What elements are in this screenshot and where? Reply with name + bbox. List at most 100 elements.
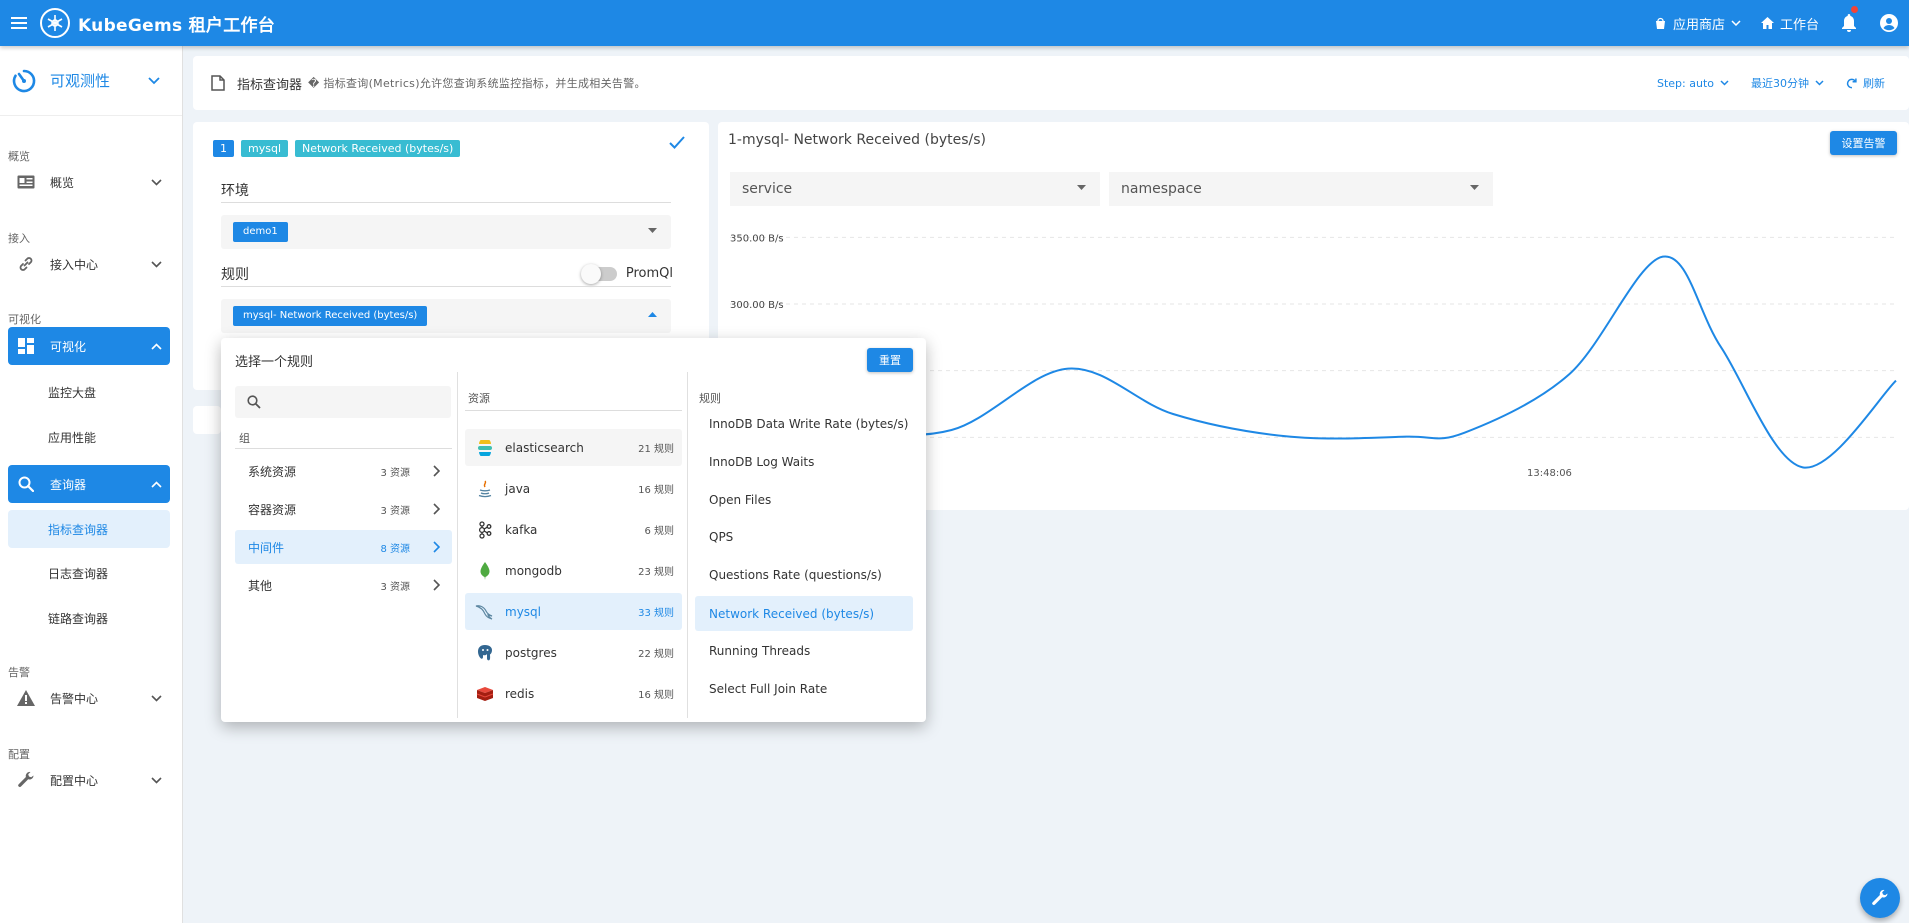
sidebar-item-query[interactable]: 查询器 [8,465,170,503]
group-item-system[interactable]: 系统资源 3 资源 [235,454,452,488]
rule-item[interactable]: InnoDB Data Write Rate (bytes/s) [709,416,909,431]
rule-item-selected[interactable]: Network Received (bytes/s) [695,596,913,631]
refresh-button[interactable]: 刷新 [1846,75,1885,91]
resource-count: 33 规则 [638,608,674,619]
rule-item[interactable]: Questions Rate (questions/s) [709,567,882,582]
sidebar-item-metrics-query[interactable]: 指标查询器 [8,510,170,548]
env-divider [221,202,671,203]
group-item-middleware[interactable]: 中间件 8 资源 [235,530,452,564]
resource-item-elasticsearch[interactable]: elasticsearch 21 规则 [465,429,682,466]
group-column-label: 组 [239,432,250,445]
kubegems-logo-icon[interactable] [40,8,70,38]
group-item-container[interactable]: 容器资源 3 资源 [235,492,452,526]
rule-item[interactable]: Open Files [709,492,772,507]
sidebar-item-label: 接入中心 [50,257,99,272]
series-line [729,255,1897,469]
elasticsearch-icon [475,438,495,458]
service-filter-select[interactable]: service [730,172,1100,206]
app-store-menu[interactable]: 应用商店 [1644,14,1751,33]
rule-select[interactable]: mysql- Network Received (bytes/s) [221,299,671,333]
y-tick-label: 350.00 B/s [730,233,784,244]
resource-count: 6 规则 [644,526,674,537]
set-alert-button[interactable]: 设置告警 [1830,131,1897,155]
notifications-button[interactable] [1829,0,1869,46]
time-range-selector[interactable]: 最近30分钟 [1751,75,1824,91]
sidebar-item-label: 告警中心 [50,691,99,706]
resource-item-postgres[interactable]: postgres 22 规则 [465,634,682,671]
resource-name: mongodb [505,563,562,578]
check-icon[interactable] [669,136,685,149]
home-icon [1760,17,1774,29]
env-select[interactable]: demo1 [221,215,671,249]
namespace-filter-label: namespace [1121,181,1202,197]
env-chip: demo1 [233,222,288,242]
sidebar-item-trace-query[interactable]: 链路查询器 [48,611,109,626]
section-access: 接入 [8,232,30,245]
sidebar-header[interactable]: 可观测性 [0,46,182,116]
sidebar-item-monitor-dashboard[interactable]: 监控大盘 [48,385,97,400]
query-resource-chip: mysql [241,140,288,157]
group-search[interactable] [235,386,451,418]
sidebar-item-config-center[interactable]: 配置中心 [8,761,170,799]
rule-item[interactable]: Select Full Join Rate [709,681,828,696]
rule-item[interactable]: Running Threads [709,643,811,658]
resource-count: 16 规则 [638,485,674,496]
resource-name: kafka [505,522,538,537]
mysql-icon [475,602,495,622]
rule-item[interactable]: InnoDB Log Waits [709,454,815,469]
rule-picker-title: 选择一个规则 [235,355,314,370]
menu-icon[interactable] [0,0,38,46]
group-name: 中间件 [248,540,285,555]
bell-icon [1842,14,1856,32]
sidebar-item-log-query[interactable]: 日志查询器 [48,566,109,581]
kafka-icon [475,520,495,540]
observability-icon [12,69,36,92]
add-query-card[interactable] [193,406,221,434]
sidebar-item-overview[interactable]: 概览 [8,163,170,201]
resource-name: mysql [505,604,541,619]
chevron-down-icon [151,260,162,268]
chevron-down-icon [1731,20,1741,26]
section-overview: 概览 [8,150,30,163]
group-count: 8 资源 [380,543,410,555]
chevron-down-icon [151,776,162,784]
group-count: 3 资源 [380,467,410,479]
page-title: 指标查询器 [237,77,303,93]
y-tick-label: 300.00 B/s [730,300,784,311]
resource-item-java[interactable]: java 16 规则 [465,470,682,507]
resource-item-kafka[interactable]: kafka 6 规则 [465,511,682,548]
store-icon [1655,17,1665,29]
dashboard-icon [16,338,36,354]
resource-count: 16 规则 [638,690,674,701]
group-count: 3 资源 [380,505,410,517]
step-selector[interactable]: Step: auto [1657,77,1729,90]
sidebar-item-access-center[interactable]: 接入中心 [8,245,170,283]
chart-title: 1-mysql- Network Received (bytes/s) [728,132,987,148]
user-account-button[interactable] [1869,0,1909,46]
toggle-knob [581,264,601,284]
group-name: 其他 [248,578,273,593]
sidebar-item-visualization[interactable]: 可视化 [8,327,170,365]
resource-item-mongodb[interactable]: mongodb 23 规则 [465,552,682,589]
workspace-link[interactable]: 工作台 [1751,14,1829,33]
group-item-other[interactable]: 其他 3 资源 [235,568,452,602]
overview-icon [16,175,36,189]
group-search-input[interactable] [269,395,439,409]
promql-toggle[interactable] [581,264,617,284]
namespace-filter-select[interactable]: namespace [1109,172,1493,206]
rule-item[interactable]: QPS [709,529,734,544]
refresh-label: 刷新 [1863,77,1885,90]
resource-name: elasticsearch [505,440,584,455]
chevron-up-icon [151,480,162,488]
resource-item-mysql[interactable]: mysql 33 规则 [465,593,682,630]
resource-item-redis[interactable]: redis 16 规则 [465,675,682,712]
search-icon [247,395,261,409]
reset-button[interactable]: 重置 [867,348,913,372]
tools-fab-button[interactable] [1860,878,1900,918]
section-alert: 告警 [8,666,30,679]
link-icon [16,255,36,273]
refresh-icon [1846,77,1857,88]
sidebar-item-app-performance[interactable]: 应用性能 [48,430,97,445]
sidebar-item-alert-center[interactable]: 告警中心 [8,679,170,717]
